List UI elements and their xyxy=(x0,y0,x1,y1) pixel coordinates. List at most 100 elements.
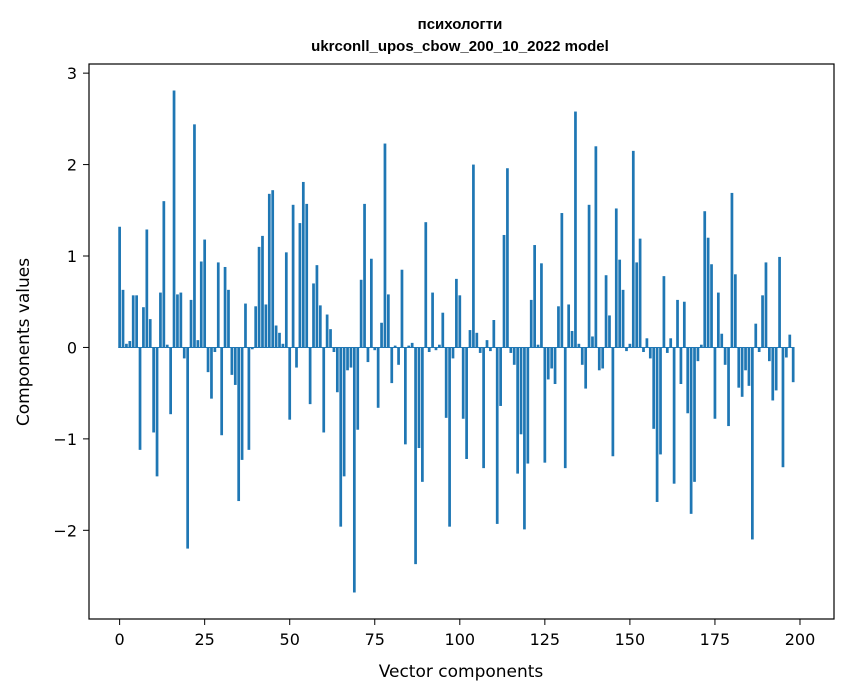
bar xyxy=(540,263,543,348)
bar xyxy=(155,347,159,477)
bar xyxy=(301,181,305,348)
bar xyxy=(529,299,533,348)
bar xyxy=(359,279,363,348)
x-tick-label: 125 xyxy=(530,630,561,649)
bar xyxy=(713,347,717,419)
x-tick-label: 0 xyxy=(115,630,125,649)
y-tick-label: 0 xyxy=(67,338,77,357)
bar xyxy=(138,347,142,450)
bar xyxy=(475,332,479,348)
bar xyxy=(672,347,676,484)
y-tick-label: −2 xyxy=(53,521,77,540)
bar xyxy=(570,330,574,348)
bar xyxy=(421,347,424,482)
x-tick-label: 175 xyxy=(700,630,731,649)
bar xyxy=(499,347,502,406)
bar xyxy=(604,275,608,348)
bar xyxy=(682,301,686,348)
y-axis-ticks: −2 −1 0 1 2 3 xyxy=(53,64,89,540)
bar xyxy=(774,347,778,391)
bar xyxy=(373,347,377,351)
bar xyxy=(526,347,530,464)
bar xyxy=(434,347,438,351)
bar xyxy=(369,258,373,348)
bar xyxy=(203,239,207,348)
bar xyxy=(305,203,309,348)
bar xyxy=(485,340,489,348)
bar xyxy=(257,246,261,348)
bar xyxy=(737,347,741,388)
bars-group xyxy=(118,90,795,593)
bar xyxy=(264,304,268,348)
bar xyxy=(696,347,700,362)
bar xyxy=(550,347,554,369)
bar xyxy=(560,213,564,348)
bar xyxy=(400,269,404,348)
bar xyxy=(196,340,200,348)
bar xyxy=(591,336,594,348)
bar xyxy=(757,347,761,353)
bar xyxy=(533,245,536,348)
bar xyxy=(727,347,730,427)
bar xyxy=(546,347,550,380)
bar xyxy=(376,347,380,408)
bar xyxy=(448,347,451,527)
bar xyxy=(567,304,571,348)
bar xyxy=(584,347,588,389)
bar xyxy=(346,347,349,371)
bar xyxy=(414,347,417,565)
bar xyxy=(516,347,519,474)
bar xyxy=(536,344,540,348)
bar xyxy=(118,226,121,348)
bar xyxy=(778,256,781,348)
bar xyxy=(645,338,649,348)
bar xyxy=(172,90,176,348)
bar xyxy=(220,347,224,436)
bar xyxy=(404,347,407,445)
bar xyxy=(281,343,285,348)
y-axis-label: Components values xyxy=(14,258,34,426)
bar xyxy=(230,347,234,375)
bar xyxy=(720,333,724,348)
bar xyxy=(577,343,581,348)
bar xyxy=(768,347,771,362)
bar xyxy=(557,306,560,348)
bar xyxy=(492,320,496,348)
bar xyxy=(455,278,458,348)
bar xyxy=(723,347,727,365)
bar xyxy=(686,347,690,414)
bar xyxy=(383,143,387,348)
bar xyxy=(189,299,193,348)
bar xyxy=(298,223,302,348)
bar xyxy=(744,347,747,371)
bar xyxy=(247,347,251,450)
bar xyxy=(308,347,312,405)
bar xyxy=(601,347,605,369)
bar xyxy=(223,266,227,348)
bar xyxy=(710,264,713,348)
bar xyxy=(716,292,720,348)
chart-title-line2: ukrconll_upos_cbow_200_10_2022 model xyxy=(311,38,609,55)
bar xyxy=(740,347,744,397)
bar xyxy=(145,229,149,348)
bar xyxy=(274,325,278,348)
bar xyxy=(148,319,152,348)
bar xyxy=(284,252,288,348)
bar xyxy=(366,347,370,363)
bar xyxy=(625,347,628,352)
bar xyxy=(563,347,567,469)
bar xyxy=(393,345,397,348)
bar xyxy=(608,315,611,348)
bar xyxy=(659,347,662,455)
bar xyxy=(438,344,441,348)
bar xyxy=(342,347,346,477)
bar xyxy=(754,323,758,348)
bar xyxy=(611,347,615,457)
bar xyxy=(210,347,213,399)
bar xyxy=(638,238,642,348)
bar xyxy=(652,347,656,429)
x-axis-label: Vector components xyxy=(379,662,544,682)
bar xyxy=(751,347,754,540)
bar xyxy=(387,294,390,348)
